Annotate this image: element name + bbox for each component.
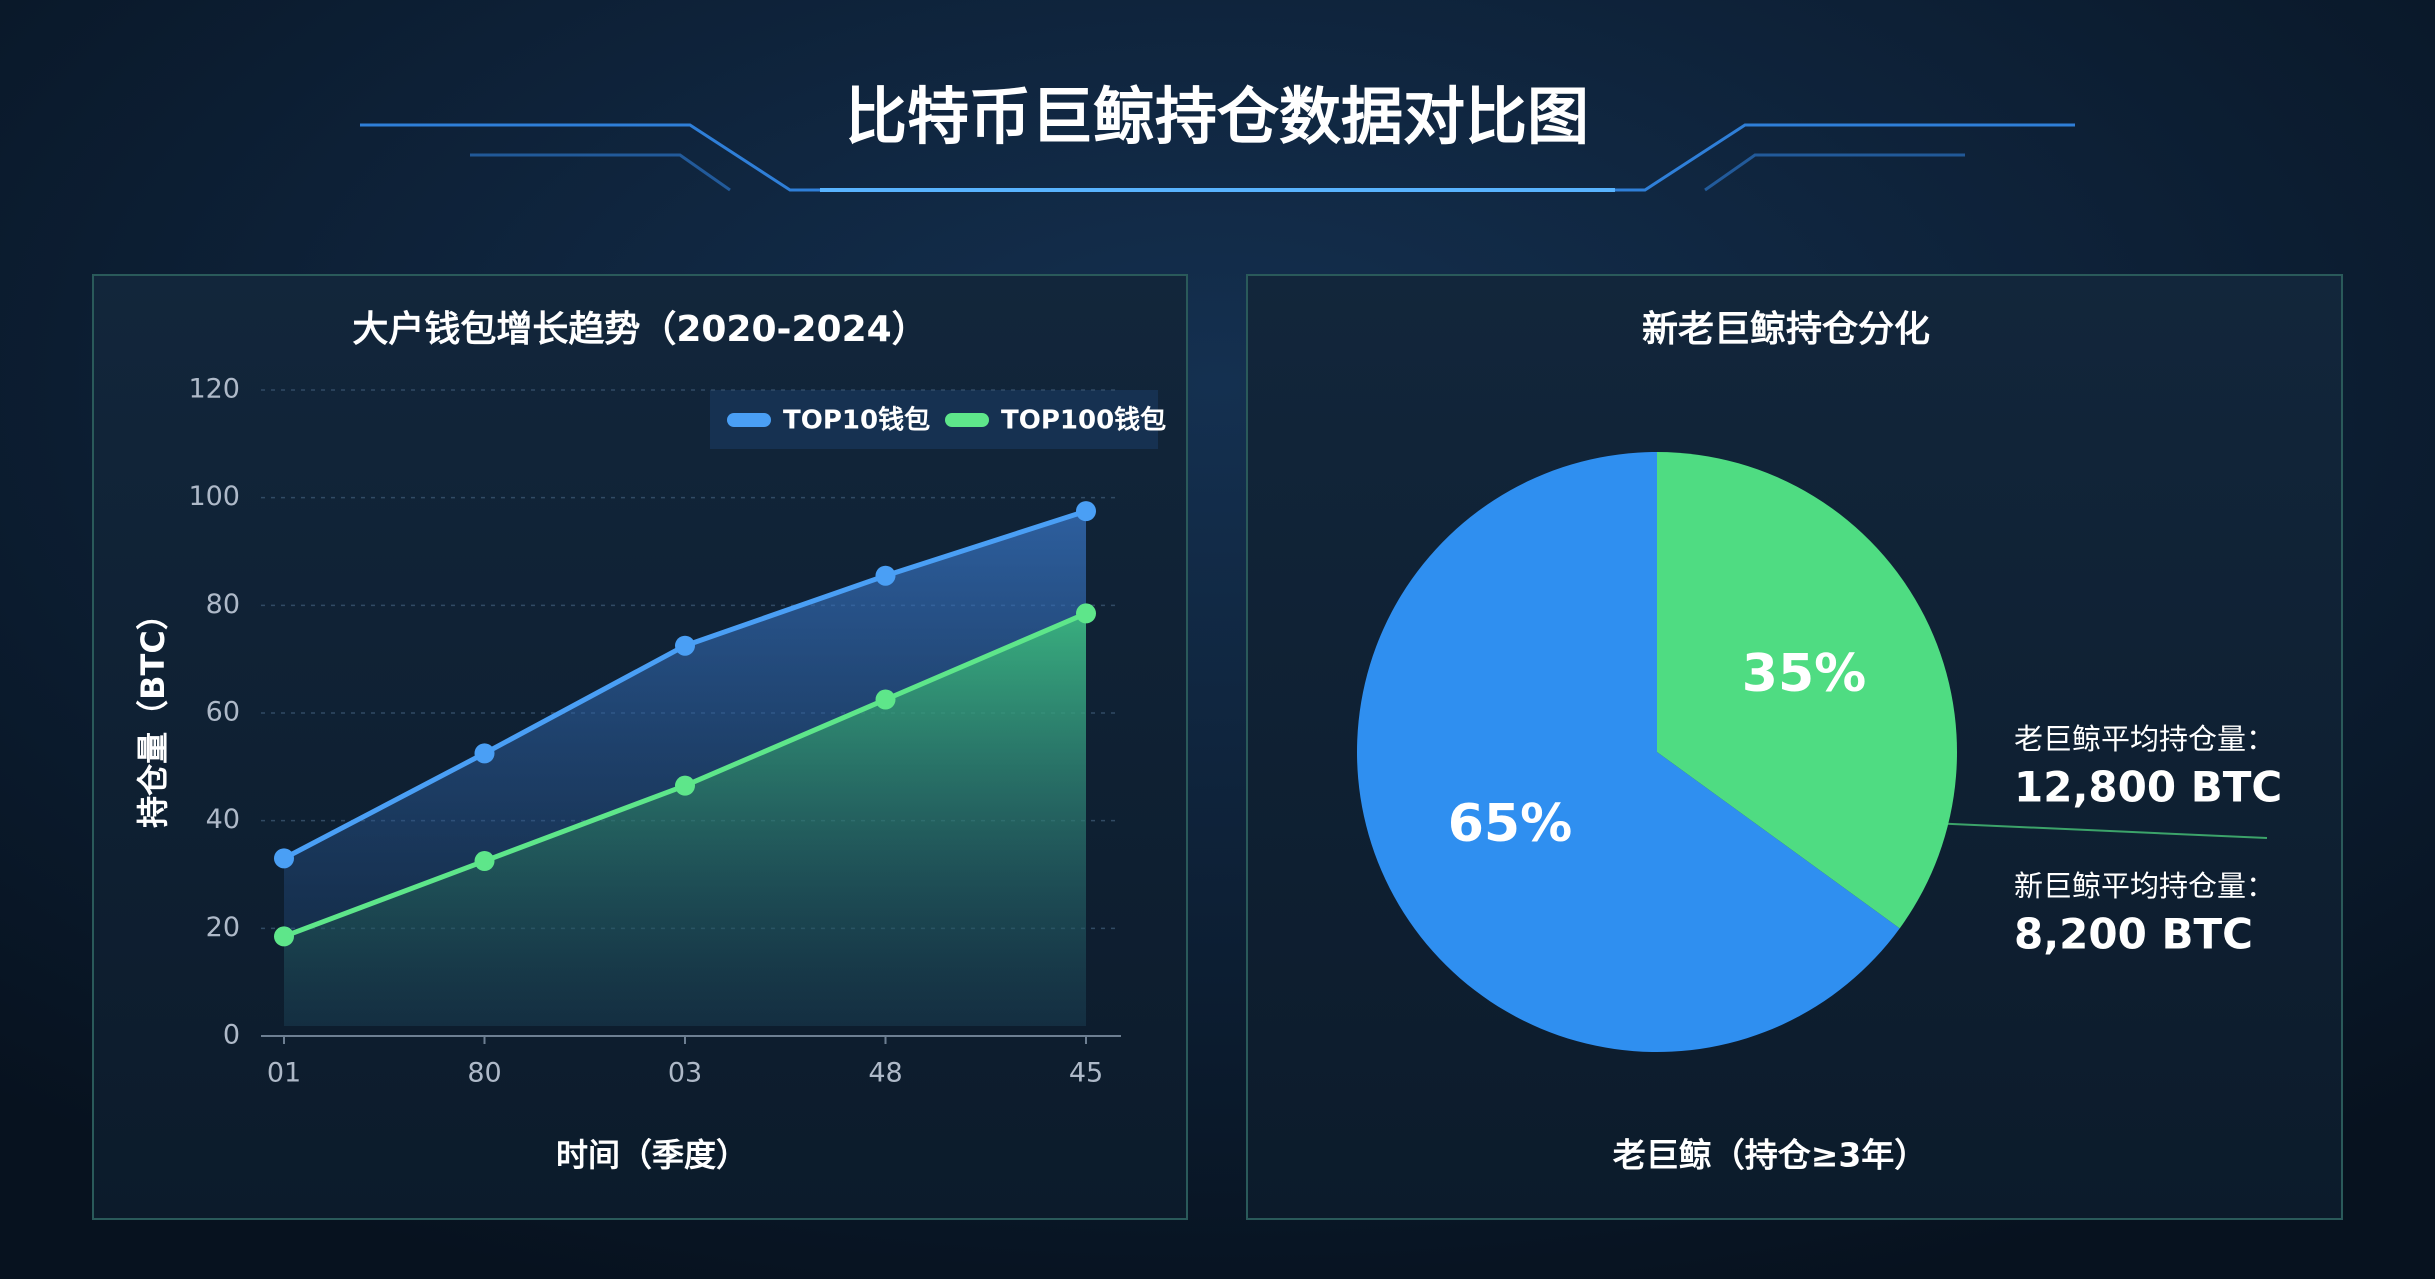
- y-tick-label: 20: [206, 912, 240, 943]
- line-chart-title: 大户钱包增长趋势（2020-2024）: [352, 309, 927, 350]
- series-area: [284, 613, 1086, 1026]
- legend-swatch: [727, 413, 771, 427]
- x-tick-label: 48: [868, 1058, 902, 1089]
- y-tick-label: 40: [206, 804, 240, 835]
- annotation-label: 新巨鲸平均持仓量：: [2014, 869, 2275, 903]
- y-tick-label: 100: [188, 481, 240, 512]
- data-point: [474, 851, 495, 872]
- data-point: [875, 689, 896, 710]
- pie-chart-title: 新老巨鲸持仓分化: [1642, 309, 1930, 350]
- pie-caption: 老巨鲸（持仓≥3年）: [1613, 1136, 1928, 1175]
- data-point: [675, 775, 695, 796]
- header-decor: [360, 123, 2075, 192]
- pie-value-label: 35%: [1742, 644, 1866, 704]
- y-tick-label: 0: [223, 1020, 240, 1051]
- y-tick-label: 80: [206, 589, 240, 620]
- legend-box: [710, 390, 1158, 449]
- data-point: [1076, 603, 1096, 624]
- legend-swatch: [945, 413, 989, 427]
- data-point: [274, 848, 294, 869]
- legend-label: TOP10钱包: [783, 405, 930, 436]
- y-tick-label: 120: [188, 374, 240, 405]
- data-point: [1076, 501, 1096, 522]
- y-axis-label: 持仓量（BTC）: [134, 598, 172, 828]
- annotation-leader: [1929, 822, 2268, 839]
- x-axis-label: 时间（季度）: [556, 1136, 748, 1174]
- data-point: [675, 635, 695, 656]
- x-tick-label: 01: [267, 1058, 301, 1089]
- annotation-value: 12,800 BTC: [2014, 763, 2282, 812]
- y-tick-label: 60: [206, 697, 240, 728]
- x-tick-label: 45: [1069, 1058, 1103, 1089]
- annotation-label: 老巨鲸平均持仓量：: [2014, 722, 2275, 756]
- legend-label: TOP100钱包: [1001, 405, 1166, 436]
- x-tick-label: 80: [467, 1058, 501, 1089]
- data-point: [875, 565, 896, 586]
- x-tick-label: 03: [668, 1058, 702, 1089]
- pie-slice: [1657, 452, 1958, 929]
- annotation-value: 8,200 BTC: [2014, 910, 2253, 959]
- pie-value-label: 65%: [1448, 794, 1572, 854]
- data-point: [274, 926, 294, 947]
- pie-slice: [1357, 452, 1900, 1052]
- data-point: [474, 743, 495, 764]
- page-title: 比特币巨鲸持仓数据对比图: [845, 80, 1589, 153]
